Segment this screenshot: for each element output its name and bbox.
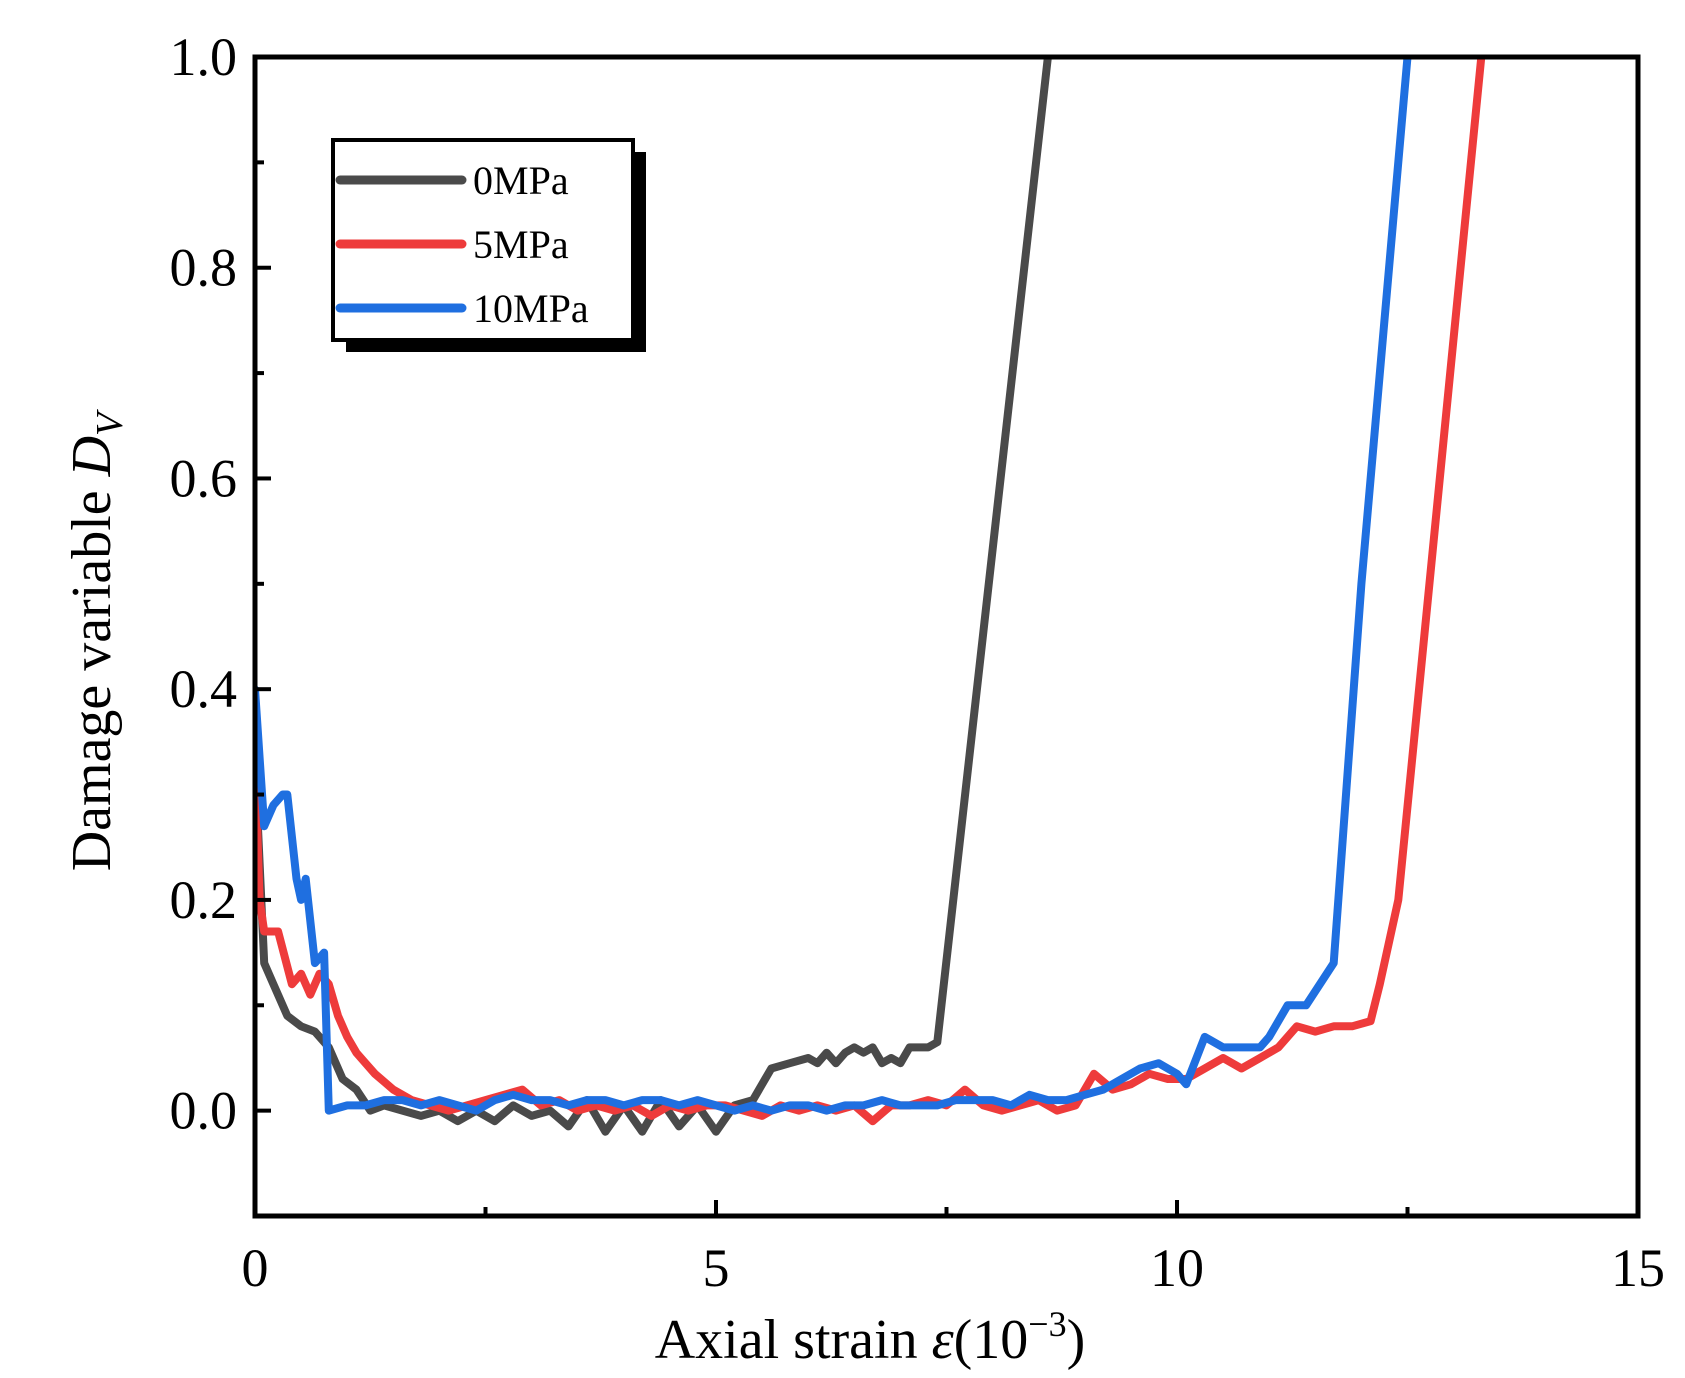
y-tick-label: 0.0	[170, 1081, 238, 1141]
legend-label-10mpa: 10MPa	[473, 286, 589, 331]
x-tick-label: 15	[1611, 1238, 1665, 1298]
y-tick-label: 0.2	[170, 870, 238, 930]
series-line-0mpa	[255, 57, 1052, 1136]
legend: 0MPa 5MPa 10MPa	[331, 138, 646, 352]
y-axis: 0.0 0.2 0.4 0.6 0.8 1.0	[170, 27, 271, 1141]
x-tick-label: 0	[242, 1238, 269, 1298]
y-tick-label: 0.4	[170, 659, 238, 719]
x-axis-title: Axial strain ε(10−3)	[655, 1304, 1086, 1371]
x-tick-label: 5	[703, 1238, 730, 1298]
y-axis-title: Damage variable DV	[61, 409, 131, 871]
y-tick-label: 1.0	[170, 27, 238, 87]
y-tick-label: 0.8	[170, 238, 238, 298]
x-axis: 0 5 10 15	[242, 1200, 1665, 1298]
series-line-10mpa	[255, 57, 1412, 1115]
legend-label-5mpa: 5MPa	[473, 222, 569, 267]
legend-label-0mpa: 0MPa	[473, 158, 569, 203]
x-tick-label: 10	[1150, 1238, 1204, 1298]
series-layer	[255, 57, 1486, 1136]
y-tick-label: 0.6	[170, 448, 238, 508]
